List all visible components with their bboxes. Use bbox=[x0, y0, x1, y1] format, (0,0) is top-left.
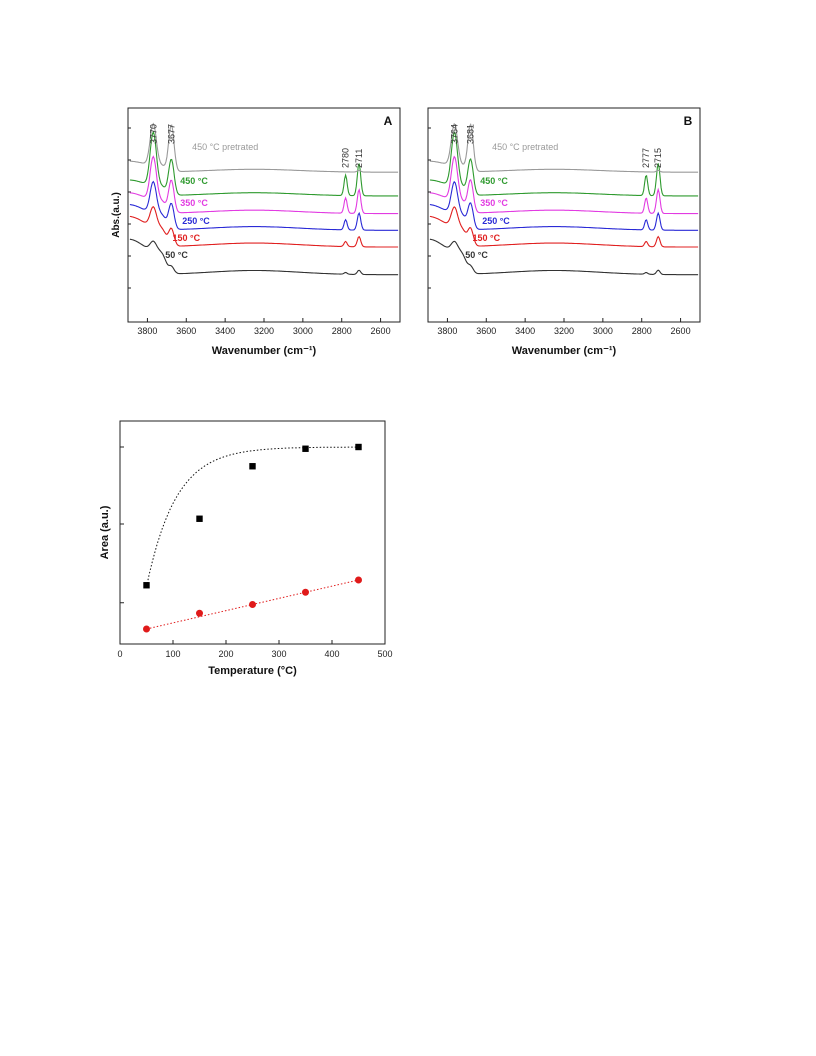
series-label: 150 °C bbox=[172, 233, 200, 243]
spectrum-line bbox=[129, 155, 399, 215]
ir-spectra-panel-b: 3800 3600 3400 3200 3000 2800 2600 Wavenumber (… bbox=[410, 100, 710, 365]
data-point-square bbox=[302, 445, 309, 452]
x-tick-label: 3600 bbox=[476, 326, 496, 336]
data-point-square bbox=[196, 515, 203, 522]
fit-curve-black bbox=[146, 446, 359, 588]
spectrum-line bbox=[129, 238, 399, 276]
series-label: 50 °C bbox=[465, 250, 488, 260]
spectrum-line bbox=[129, 122, 399, 173]
series-label: 450 °C bbox=[180, 176, 208, 186]
x-tick-label: 0 bbox=[117, 649, 122, 659]
x-tick-label: 3200 bbox=[554, 326, 574, 336]
spectrum-line bbox=[429, 122, 699, 173]
spectrum-line bbox=[129, 180, 399, 231]
spectrum-line bbox=[129, 205, 399, 248]
ir-spectra-chart-b: 3800 3600 3400 3200 3000 2800 2600 Wavenumber (… bbox=[427, 107, 701, 357]
ir-spectra-panel-a: 3800 3600 3400 3200 3000 2800 2600 Wavenumber (… bbox=[110, 100, 410, 365]
series-label: 450 °C bbox=[480, 176, 508, 186]
peak-label: 3770 bbox=[148, 124, 158, 144]
x-tick-label: 3600 bbox=[176, 326, 196, 336]
y-axis-label: Area (a.u.) bbox=[99, 505, 111, 559]
x-tick-label: 2800 bbox=[632, 326, 652, 336]
data-point-square bbox=[143, 582, 150, 589]
data-point-circle bbox=[196, 609, 203, 617]
spectrum-line bbox=[129, 130, 399, 197]
x-tick-label: 200 bbox=[218, 649, 233, 659]
series-label: 50 °C bbox=[165, 250, 188, 260]
data-point-square bbox=[355, 443, 362, 451]
data-point-circle bbox=[249, 601, 256, 608]
spectrum-line bbox=[429, 130, 699, 197]
spectrum-line bbox=[429, 206, 699, 248]
x-axis-label: Wavenumber (cm⁻¹) bbox=[212, 345, 317, 357]
series-label: 350 °C bbox=[180, 198, 208, 208]
peak-label: 3677 bbox=[166, 124, 176, 144]
x-tick-label: 3000 bbox=[593, 326, 613, 336]
series-label: 350 °C bbox=[480, 198, 508, 208]
peak-label: 2777 bbox=[641, 148, 651, 168]
x-tick-label: 2800 bbox=[332, 326, 352, 336]
peak-label: 2780 bbox=[341, 148, 351, 168]
peak-label: 2711 bbox=[354, 149, 364, 168]
y-axis-label: Abs.(a.u.) bbox=[111, 192, 122, 238]
spectrum-line bbox=[429, 180, 699, 231]
x-tick-label: 2600 bbox=[371, 326, 391, 336]
series-label: 250 °C bbox=[182, 216, 210, 226]
series-label: 450 °C pretrated bbox=[492, 142, 558, 152]
area-vs-temperature-panel: 0 100 200 300 400 500 Temperature (°C) Area (a.… bbox=[95, 408, 400, 683]
x-tick-label: 3200 bbox=[254, 326, 274, 336]
x-tick-label: 2600 bbox=[671, 326, 691, 336]
spectrum-line bbox=[429, 155, 699, 215]
series-label: 150 °C bbox=[472, 233, 500, 243]
x-tick-label: 3800 bbox=[137, 326, 157, 336]
ir-spectra-chart-a: 3800 3600 3400 3200 3000 2800 2600 Wavenumber (… bbox=[111, 107, 401, 357]
x-tick-label: 400 bbox=[324, 649, 339, 659]
peak-label: 3681 bbox=[466, 124, 476, 144]
spectrum-line bbox=[429, 238, 699, 276]
panel-letter: A bbox=[384, 114, 393, 128]
peak-label: 3764 bbox=[449, 124, 459, 144]
panel-letter: B bbox=[684, 114, 693, 128]
x-axis-label: Temperature (°C) bbox=[208, 665, 297, 677]
x-tick-label: 3400 bbox=[215, 326, 235, 336]
x-tick-label: 500 bbox=[377, 649, 392, 659]
data-point-circle bbox=[302, 588, 309, 596]
x-tick-label: 3400 bbox=[515, 326, 535, 336]
series-label: 250 °C bbox=[482, 216, 510, 226]
x-tick-label: 3000 bbox=[293, 326, 313, 336]
plot-frame bbox=[119, 420, 386, 645]
data-point-circle bbox=[355, 576, 362, 584]
x-axis-label: Wavenumber (cm⁻¹) bbox=[512, 345, 617, 357]
series-label: 450 °C pretrated bbox=[192, 142, 258, 152]
x-tick-label: 300 bbox=[271, 649, 286, 659]
data-point-circle bbox=[143, 625, 150, 633]
area-vs-temperature-chart: 0 100 200 300 400 500 Temperature (°C) Area (a.… bbox=[99, 420, 393, 677]
x-tick-label: 100 bbox=[165, 649, 180, 659]
x-tick-label: 3800 bbox=[437, 326, 457, 336]
data-point-square bbox=[249, 463, 256, 470]
peak-label: 2715 bbox=[653, 148, 663, 168]
